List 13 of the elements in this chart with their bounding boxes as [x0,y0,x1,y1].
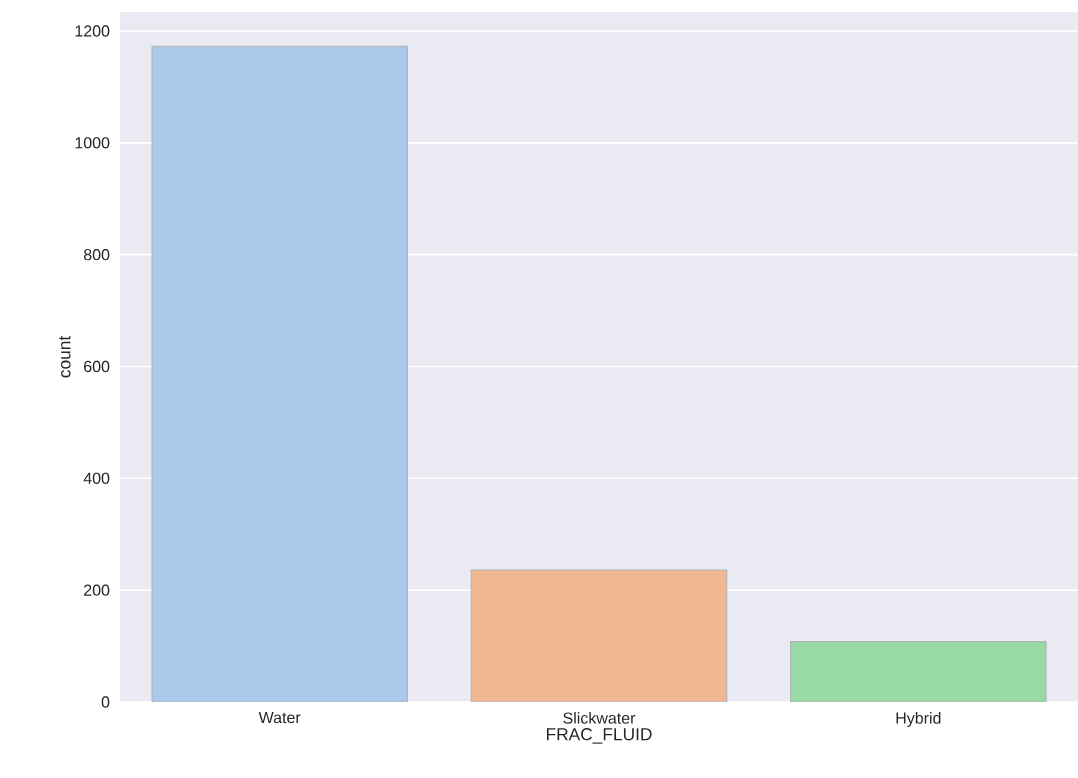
y-tick-label: 200 [84,584,110,596]
y-tick-label: 600 [84,360,110,373]
x-tick-label: Hybrid [896,712,941,727]
y-tick-label: 1000 [75,137,110,149]
bar [151,45,408,702]
y-tick-label: 800 [83,249,110,261]
x-tick-label: Water [258,712,301,724]
y-tick-label: 0 [101,696,110,708]
y-tick-label: 400 [83,472,110,484]
x-tick-label: Slickwater [563,712,636,724]
y-tick-label: 1200 [75,25,110,37]
y-axis-title: count [59,335,71,378]
x-axis-title: FRAC_FLUID [546,728,652,744]
